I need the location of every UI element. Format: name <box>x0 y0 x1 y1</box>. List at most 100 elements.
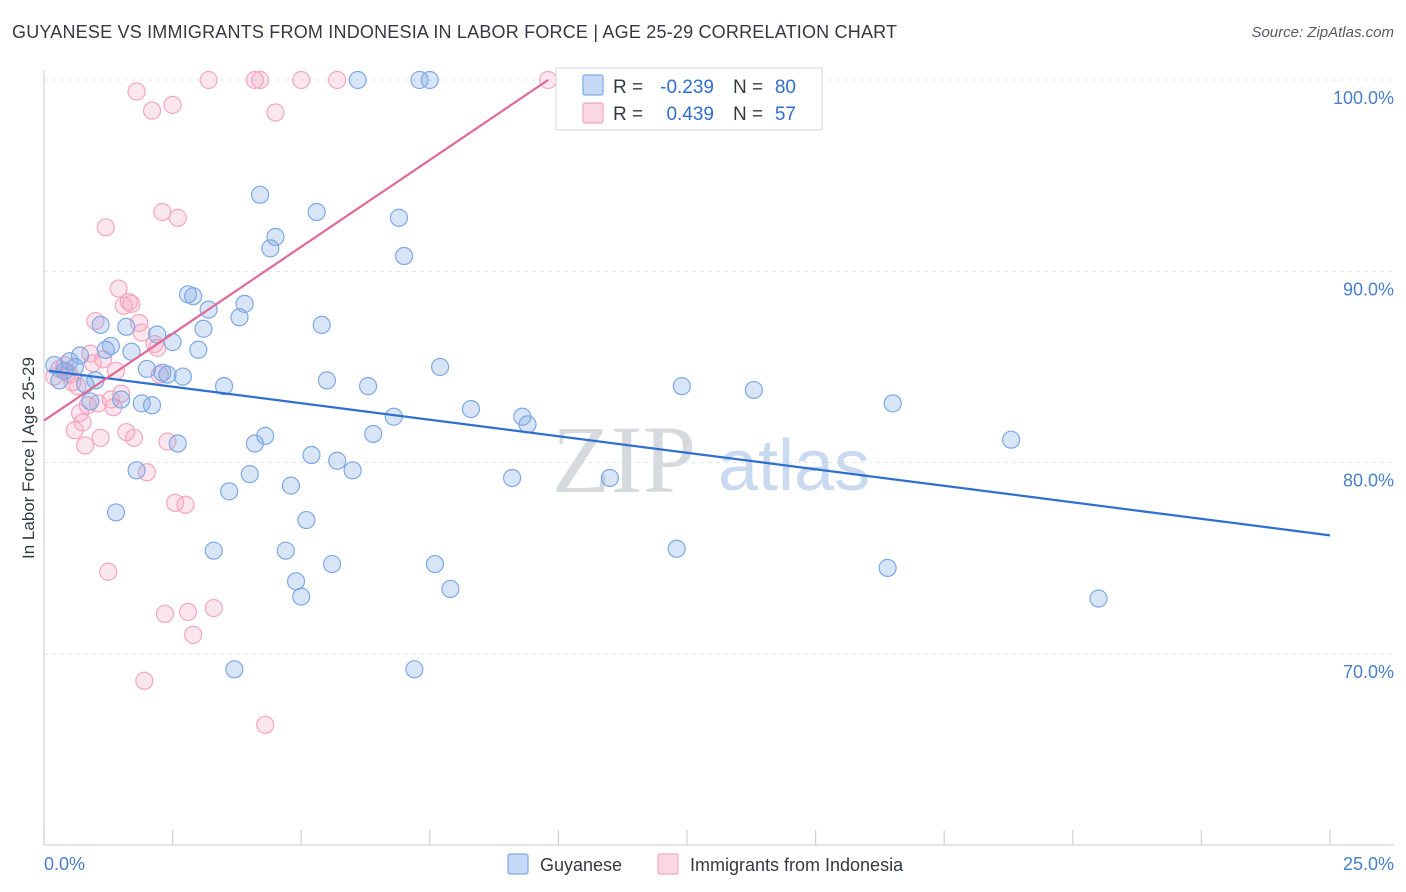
point-indonesia <box>76 436 95 455</box>
point-guyanese <box>230 308 249 327</box>
point-guyanese <box>1001 430 1021 449</box>
point-guyanese <box>276 541 295 560</box>
x-tick-label-min: 0.0% <box>44 854 85 874</box>
point-guyanese <box>91 315 110 335</box>
y-axis-label: In Labor Force | Age 25-29 <box>19 357 38 559</box>
point-guyanese <box>1089 589 1108 608</box>
point-guyanese <box>101 336 120 356</box>
point-guyanese <box>461 399 481 419</box>
point-indonesia <box>122 294 141 313</box>
point-indonesia <box>96 218 115 237</box>
legend-n-value-guyanese: 80 <box>775 77 796 98</box>
watermark-zip: ZIP <box>552 406 696 513</box>
point-indonesia <box>65 421 84 440</box>
point-guyanese <box>503 468 522 488</box>
point-indonesia <box>168 208 187 227</box>
point-guyanese <box>261 239 280 258</box>
point-guyanese <box>286 572 306 591</box>
x-tick-label-max: 25.0% <box>1343 854 1394 874</box>
y-tick-label: 70.0% <box>1343 662 1394 682</box>
point-guyanese <box>225 660 244 679</box>
point-indonesia <box>104 398 123 417</box>
point-indonesia <box>155 604 174 623</box>
point-guyanese <box>106 503 126 522</box>
point-guyanese <box>184 287 203 306</box>
point-guyanese <box>214 377 234 396</box>
point-indonesia <box>127 82 146 101</box>
legend-swatch-guyanese <box>582 74 604 96</box>
point-guyanese <box>348 70 367 90</box>
point-guyanese <box>358 377 378 396</box>
bottom-legend-label-indonesia: Immigrants from Indonesia <box>690 855 904 875</box>
point-guyanese <box>883 394 902 413</box>
point-guyanese <box>667 539 686 558</box>
point-guyanese <box>312 315 331 335</box>
y-tick-labels: 70.0% 80.0% 90.0% 100.0% <box>1333 88 1394 682</box>
bottom-legend-swatch-indonesia <box>657 853 679 875</box>
chart-title: GUYANESE VS IMMIGRANTS FROM INDONESIA IN… <box>12 22 898 42</box>
bottom-legend-swatch-guyanese <box>507 853 529 875</box>
point-guyanese <box>220 482 239 501</box>
point-indonesia <box>328 70 347 90</box>
point-indonesia <box>99 562 118 581</box>
point-guyanese <box>65 357 84 377</box>
point-indonesia <box>73 413 92 432</box>
y-tick-label: 80.0% <box>1343 471 1394 491</box>
point-guyanese <box>189 340 208 359</box>
point-guyanese <box>127 461 146 480</box>
point-indonesia <box>250 70 270 90</box>
point-guyanese <box>430 357 450 377</box>
point-indonesia <box>163 95 182 114</box>
point-indonesia <box>176 495 195 514</box>
point-indonesia <box>112 384 131 403</box>
point-guyanese <box>441 579 460 599</box>
y-tick-label: 100.0% <box>1333 88 1394 108</box>
point-guyanese <box>394 246 414 266</box>
point-guyanese <box>878 558 897 578</box>
point-indonesia <box>178 602 198 622</box>
grid-lines <box>44 79 1394 655</box>
point-guyanese <box>142 396 162 415</box>
point-guyanese <box>112 390 131 409</box>
legend-n-label-indonesia: N = <box>733 104 763 125</box>
point-guyanese <box>307 202 326 222</box>
point-guyanese <box>302 445 321 465</box>
bottom-legend: Guyanese Immigrants from Indonesia <box>507 853 904 875</box>
point-indonesia <box>109 279 128 298</box>
legend-n-label-guyanese: N = <box>733 77 763 98</box>
point-guyanese <box>250 185 270 204</box>
point-indonesia <box>135 671 154 690</box>
point-indonesia <box>184 625 203 644</box>
point-guyanese <box>266 227 285 246</box>
point-guyanese <box>256 426 275 445</box>
point-guyanese <box>137 359 156 379</box>
point-guyanese <box>425 554 445 574</box>
stats-legend-box <box>555 67 823 131</box>
legend-r-label-indonesia: R = <box>613 104 643 125</box>
point-indonesia <box>199 70 218 90</box>
point-guyanese <box>240 465 259 484</box>
point-guyanese <box>158 365 177 384</box>
point-guyanese <box>405 660 424 679</box>
trend-lines <box>43 79 1331 537</box>
point-guyanese <box>410 70 429 90</box>
point-guyanese <box>317 371 337 390</box>
point-guyanese <box>518 415 537 434</box>
point-indonesia <box>245 70 265 90</box>
point-guyanese <box>117 317 136 336</box>
legend-r-value-guyanese: -0.239 <box>660 77 714 98</box>
point-indonesia <box>256 715 275 734</box>
point-indonesia <box>91 428 110 447</box>
point-indonesia <box>266 103 285 122</box>
stats-legend: R = -0.239 N = 80 R = 0.439 N = 57 <box>555 67 823 131</box>
point-guyanese <box>292 587 311 606</box>
legend-n-value-indonesia: 57 <box>775 104 796 125</box>
point-guyanese <box>672 377 691 396</box>
point-guyanese <box>322 554 342 574</box>
point-indonesia <box>124 428 144 447</box>
point-guyanese <box>328 451 347 470</box>
y-tick-label: 90.0% <box>1343 279 1394 299</box>
point-guyanese <box>364 424 383 444</box>
legend-swatch-indonesia <box>582 102 604 124</box>
